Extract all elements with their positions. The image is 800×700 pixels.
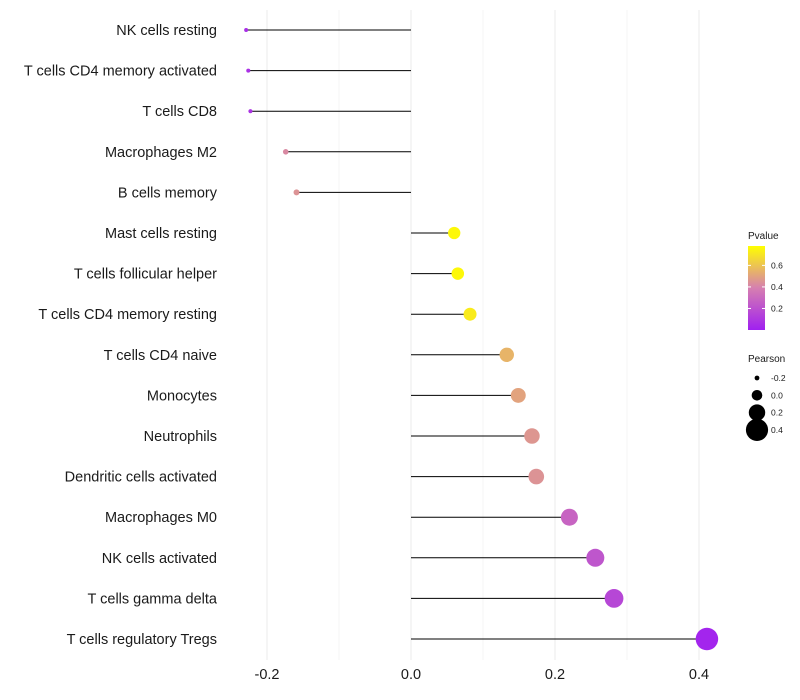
data-point — [528, 468, 545, 485]
data-point — [695, 627, 719, 651]
colorbar-tick-label: 0.2 — [771, 303, 783, 313]
pvalue-legend-title: Pvalue — [748, 231, 779, 242]
x-axis-tick-labels: -0.2 0.0 0.2 0.4 — [255, 667, 710, 683]
category-label: T cells regulatory Tregs — [67, 632, 217, 648]
category-label: B cells memory — [118, 185, 218, 201]
category-label: Dendritic cells activated — [65, 470, 217, 486]
category-label: Macrophages M0 — [105, 510, 217, 526]
category-label: T cells CD4 naive — [104, 348, 217, 364]
category-label: NK cells resting — [116, 23, 217, 39]
size-legend-label: 0.0 — [771, 390, 783, 400]
size-legend-key — [754, 375, 760, 381]
data-point — [586, 548, 605, 567]
size-legend-key — [748, 404, 766, 421]
data-point — [510, 387, 526, 403]
data-point — [244, 28, 249, 32]
category-label: T cells CD4 memory resting — [38, 307, 217, 323]
data-point — [560, 508, 578, 526]
data-point — [293, 189, 300, 196]
category-label: T cells follicular helper — [74, 267, 217, 283]
x-tick-label: 0.0 — [401, 667, 421, 683]
category-label: Neutrophils — [144, 429, 217, 445]
data-point — [463, 307, 477, 321]
x-tick-label: 0.2 — [545, 667, 565, 683]
size-legend-label: 0.2 — [771, 408, 783, 418]
points — [244, 28, 719, 651]
colorbar-tick-label: 0.4 — [771, 282, 783, 292]
data-point — [282, 149, 289, 155]
pvalue-legend: Pvalue 0.2 0.4 0.6 — [748, 231, 783, 330]
x-tick-label: 0.4 — [689, 667, 709, 683]
data-point — [604, 589, 624, 608]
data-point — [451, 267, 465, 280]
category-label: Macrophages M2 — [105, 145, 217, 161]
category-label: T cells CD4 memory activated — [24, 64, 217, 80]
size-legend-key — [745, 418, 769, 441]
size-legend-key — [751, 390, 763, 401]
pearson-legend-title: Pearson — [748, 354, 785, 365]
category-label: Monocytes — [147, 388, 217, 404]
x-tick-label: -0.2 — [255, 667, 280, 683]
stems — [246, 29, 707, 640]
category-label: T cells CD8 — [142, 104, 217, 120]
category-labels: NK cells resting T cells CD4 memory activ… — [24, 23, 218, 648]
grid — [266, 10, 700, 660]
data-point — [448, 226, 461, 240]
data-point — [246, 68, 251, 73]
data-point — [248, 109, 253, 114]
category-label: NK cells activated — [102, 551, 217, 567]
data-point — [499, 347, 514, 363]
pvalue-colorbar — [748, 246, 765, 330]
colorbar-tick-label: 0.6 — [771, 260, 783, 270]
data-point — [524, 428, 540, 444]
pearson-legend: Pearson -0.2 0.0 0.2 0.4 — [745, 354, 786, 441]
size-legend-label: 0.4 — [771, 425, 783, 435]
category-label: T cells gamma delta — [88, 591, 218, 607]
size-legend-label: -0.2 — [771, 373, 786, 383]
category-label: Mast cells resting — [105, 226, 217, 242]
